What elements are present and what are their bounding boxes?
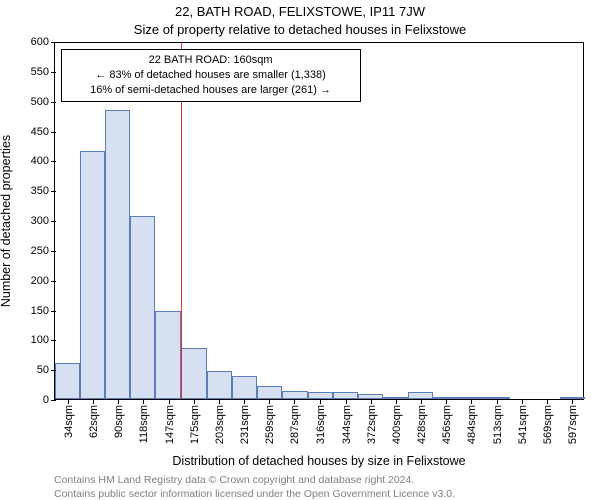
histogram-bar bbox=[80, 151, 105, 399]
histogram-bar bbox=[155, 311, 181, 399]
y-tick-label: 300 bbox=[31, 215, 55, 227]
x-axis-label: Distribution of detached houses by size … bbox=[54, 454, 584, 468]
y-tick-label: 550 bbox=[31, 66, 55, 78]
histogram-bar bbox=[282, 391, 308, 399]
y-tick-label: 200 bbox=[31, 275, 55, 287]
x-tick-label: 456sqm bbox=[439, 399, 453, 444]
x-tick-label: 287sqm bbox=[287, 399, 301, 444]
annotation-line-2: ← 83% of detached houses are smaller (1,… bbox=[68, 68, 354, 83]
x-tick-label: 428sqm bbox=[414, 399, 428, 444]
y-tick-label: 500 bbox=[31, 96, 55, 108]
plot-area: 22 BATH ROAD: 160sqm ← 83% of detached h… bbox=[54, 42, 584, 400]
x-tick-label: 513sqm bbox=[490, 399, 504, 444]
x-tick-label: 344sqm bbox=[339, 399, 353, 444]
chart-title: Size of property relative to detached ho… bbox=[0, 22, 600, 37]
x-tick-label: 147sqm bbox=[162, 399, 176, 444]
histogram-bar bbox=[207, 371, 232, 399]
y-tick-label: 0 bbox=[43, 394, 55, 406]
y-tick-label: 400 bbox=[31, 155, 55, 167]
y-tick-label: 450 bbox=[31, 126, 55, 138]
x-tick-label: 231sqm bbox=[237, 399, 251, 444]
y-tick-label: 150 bbox=[31, 305, 55, 317]
histogram-bar bbox=[105, 110, 130, 399]
x-tick-label: 541sqm bbox=[515, 399, 529, 444]
x-tick-label: 569sqm bbox=[540, 399, 554, 444]
x-tick-label: 259sqm bbox=[262, 399, 276, 444]
y-tick-label: 50 bbox=[37, 364, 55, 376]
x-tick-label: 484sqm bbox=[464, 399, 478, 444]
footer-line-2: Contains public sector information licen… bbox=[54, 488, 455, 500]
histogram-bar bbox=[130, 216, 155, 399]
y-tick-label: 600 bbox=[31, 36, 55, 48]
annotation-box: 22 BATH ROAD: 160sqm ← 83% of detached h… bbox=[61, 49, 361, 102]
histogram-bar bbox=[333, 392, 358, 399]
x-tick-label: 372sqm bbox=[364, 399, 378, 444]
x-tick-label: 597sqm bbox=[565, 399, 579, 444]
y-axis-label: Number of detached properties bbox=[0, 135, 13, 307]
y-tick-label: 350 bbox=[31, 185, 55, 197]
x-tick-label: 175sqm bbox=[187, 399, 201, 444]
histogram-bar bbox=[232, 376, 257, 399]
y-tick-label: 100 bbox=[31, 334, 55, 346]
histogram-bar bbox=[55, 363, 80, 399]
x-tick-label: 316sqm bbox=[313, 399, 327, 444]
y-tick-label: 250 bbox=[31, 245, 55, 257]
x-tick-label: 400sqm bbox=[389, 399, 403, 444]
annotation-line-1: 22 BATH ROAD: 160sqm bbox=[68, 53, 354, 68]
histogram-bar bbox=[257, 386, 282, 399]
x-tick-label: 118sqm bbox=[136, 399, 150, 443]
x-tick-label: 62sqm bbox=[86, 399, 100, 438]
x-tick-label: 90sqm bbox=[111, 399, 125, 438]
histogram-bar bbox=[181, 348, 206, 399]
histogram-bar bbox=[408, 392, 433, 399]
chart-super-title: 22, BATH ROAD, FELIXSTOWE, IP11 7JW bbox=[0, 4, 600, 19]
annotation-line-3: 16% of semi-detached houses are larger (… bbox=[68, 83, 354, 98]
footer-line-1: Contains HM Land Registry data © Crown c… bbox=[54, 474, 414, 486]
x-tick-label: 203sqm bbox=[212, 399, 226, 444]
x-tick-label: 34sqm bbox=[61, 399, 75, 438]
